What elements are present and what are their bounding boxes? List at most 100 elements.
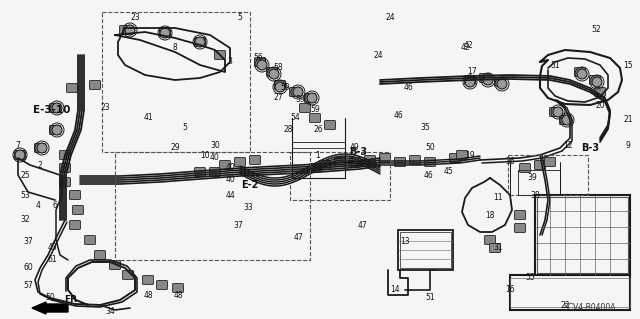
FancyBboxPatch shape (15, 151, 26, 160)
Text: 52: 52 (591, 26, 601, 34)
Text: 57: 57 (23, 280, 33, 290)
Circle shape (52, 103, 62, 113)
Text: 48: 48 (143, 291, 153, 300)
FancyBboxPatch shape (60, 151, 70, 160)
FancyBboxPatch shape (310, 114, 321, 122)
Text: 53: 53 (20, 190, 30, 199)
Circle shape (293, 87, 303, 97)
FancyBboxPatch shape (173, 284, 184, 293)
FancyBboxPatch shape (275, 80, 285, 90)
FancyBboxPatch shape (449, 153, 461, 162)
Circle shape (125, 25, 135, 35)
Text: 7: 7 (15, 140, 20, 150)
Text: 13: 13 (400, 238, 410, 247)
FancyBboxPatch shape (305, 93, 316, 102)
FancyBboxPatch shape (49, 125, 61, 135)
Text: 46: 46 (403, 84, 413, 93)
FancyBboxPatch shape (424, 158, 435, 167)
FancyBboxPatch shape (70, 220, 81, 229)
FancyBboxPatch shape (515, 211, 525, 219)
FancyBboxPatch shape (72, 205, 83, 214)
Text: 16: 16 (505, 286, 515, 294)
FancyBboxPatch shape (595, 87, 605, 97)
Text: 8: 8 (173, 43, 177, 53)
FancyBboxPatch shape (60, 164, 70, 173)
Text: 46: 46 (393, 110, 403, 120)
Text: 9: 9 (625, 140, 630, 150)
FancyArrow shape (32, 302, 68, 314)
Text: 56: 56 (253, 54, 263, 63)
Text: 33: 33 (243, 204, 253, 212)
Text: 4: 4 (36, 201, 40, 210)
Text: 43: 43 (47, 243, 57, 253)
Circle shape (307, 93, 317, 103)
Text: 34: 34 (105, 308, 115, 316)
Text: 37: 37 (23, 238, 33, 247)
Text: 59: 59 (280, 84, 290, 93)
FancyBboxPatch shape (70, 190, 81, 199)
Text: 61: 61 (47, 256, 57, 264)
FancyBboxPatch shape (380, 153, 390, 162)
FancyBboxPatch shape (95, 250, 106, 259)
FancyBboxPatch shape (495, 78, 506, 86)
Text: 5: 5 (237, 13, 243, 23)
Circle shape (160, 28, 170, 38)
FancyBboxPatch shape (157, 280, 168, 290)
FancyBboxPatch shape (35, 144, 45, 152)
Text: 41: 41 (143, 114, 153, 122)
Text: 25: 25 (20, 170, 30, 180)
Text: 40: 40 (225, 175, 235, 184)
FancyBboxPatch shape (214, 50, 225, 60)
FancyBboxPatch shape (550, 108, 561, 116)
Text: 50: 50 (45, 293, 55, 302)
Text: 3: 3 (228, 57, 232, 66)
Text: 50: 50 (425, 144, 435, 152)
Text: 47: 47 (357, 220, 367, 229)
FancyBboxPatch shape (143, 276, 154, 285)
FancyBboxPatch shape (49, 103, 61, 113)
Text: 20: 20 (595, 100, 605, 109)
Text: 24: 24 (385, 13, 395, 23)
FancyBboxPatch shape (84, 235, 95, 244)
Text: 30: 30 (210, 140, 220, 150)
Text: 29: 29 (170, 144, 180, 152)
Text: 48: 48 (173, 291, 183, 300)
FancyBboxPatch shape (349, 158, 360, 167)
Text: 5: 5 (182, 123, 188, 132)
FancyBboxPatch shape (195, 38, 205, 47)
FancyBboxPatch shape (310, 164, 321, 173)
Text: 59: 59 (310, 106, 320, 115)
Circle shape (15, 150, 25, 160)
FancyBboxPatch shape (490, 243, 500, 253)
Circle shape (483, 75, 493, 85)
Text: 60: 60 (23, 263, 33, 272)
Text: 36: 36 (505, 158, 515, 167)
FancyBboxPatch shape (159, 27, 170, 36)
FancyBboxPatch shape (545, 158, 556, 167)
Text: 15: 15 (623, 61, 633, 70)
Text: 55: 55 (525, 273, 535, 283)
FancyBboxPatch shape (520, 164, 531, 173)
FancyBboxPatch shape (122, 271, 134, 279)
FancyBboxPatch shape (559, 115, 570, 124)
Bar (398, 230, 453, 270)
Text: 35: 35 (420, 123, 430, 132)
FancyBboxPatch shape (324, 121, 335, 130)
FancyBboxPatch shape (534, 160, 545, 169)
Bar (510, 275, 630, 310)
Text: 10: 10 (200, 151, 210, 160)
Text: 18: 18 (485, 211, 495, 219)
Circle shape (269, 69, 279, 79)
Text: 49: 49 (350, 144, 360, 152)
Text: 24: 24 (373, 50, 383, 60)
FancyBboxPatch shape (515, 224, 525, 233)
Text: 12: 12 (563, 140, 573, 150)
Text: 42: 42 (463, 41, 473, 49)
Text: 27: 27 (273, 93, 283, 102)
Text: 38: 38 (530, 190, 540, 199)
Circle shape (562, 115, 572, 125)
FancyBboxPatch shape (456, 151, 467, 160)
FancyBboxPatch shape (109, 261, 120, 270)
FancyBboxPatch shape (120, 26, 131, 34)
Circle shape (257, 60, 267, 70)
